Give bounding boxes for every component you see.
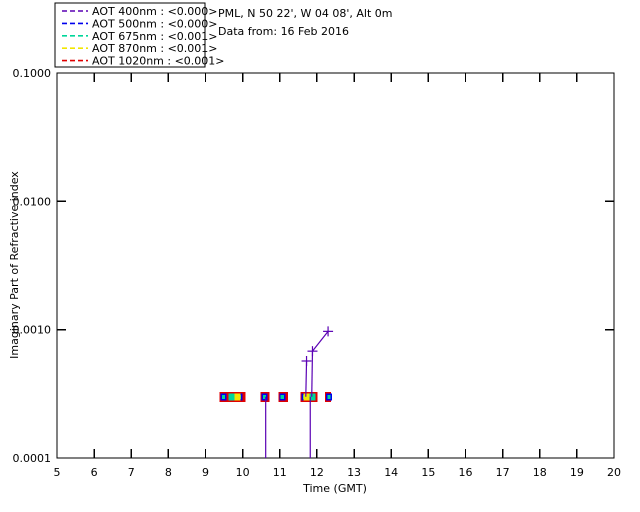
marker-band-layer xyxy=(219,391,333,402)
x-tick-label: 15 xyxy=(421,466,435,479)
x-axis-ticks: 5 6 7 8 9 10 11 12 13 14 15 16 17 18 19 20 xyxy=(54,73,621,479)
x-tick-label: 19 xyxy=(570,466,584,479)
legend-label: AOT 500nm : <0.000> xyxy=(92,17,218,30)
header-data-line: Data from: 16 Feb 2016 xyxy=(218,25,349,38)
x-tick-label: 9 xyxy=(202,466,209,479)
legend-item: AOT 870nm : <0.001> xyxy=(62,42,218,55)
legend-label: AOT 870nm : <0.001> xyxy=(92,42,218,55)
plus-marker xyxy=(323,326,334,337)
legend-item: AOT 1020nm : <0.001> xyxy=(62,55,225,68)
trace-segment xyxy=(305,360,308,397)
legend-label: AOT 1020nm : <0.001> xyxy=(92,55,225,68)
trace-layer xyxy=(265,330,329,458)
y-tick-label: 0.1000 xyxy=(13,67,52,80)
y-axis-title: Imaginary Part of Refractive index xyxy=(8,171,21,359)
x-tick-label: 14 xyxy=(384,466,398,479)
x-tick-label: 5 xyxy=(54,466,61,479)
marker-glyph-core xyxy=(222,394,226,399)
marker-glyph-870 xyxy=(234,393,241,401)
x-tick-label: 18 xyxy=(533,466,547,479)
x-tick-label: 10 xyxy=(236,466,250,479)
marker-glyph-core xyxy=(327,394,331,399)
plus-marker xyxy=(301,355,312,366)
y-tick-label: 0.0100 xyxy=(13,195,52,208)
plus-marker-layer xyxy=(301,326,334,366)
legend-items: AOT 400nm : <0.000>AOT 500nm : <0.000>AO… xyxy=(62,5,225,68)
header-site-line: PML, N 50 22', W 04 08', Alt 0m xyxy=(218,7,392,20)
marker-glyph-core xyxy=(262,394,267,399)
marker-glyph-core xyxy=(310,394,315,399)
marker-glyph-870 xyxy=(303,393,310,401)
trace-segment xyxy=(311,351,314,397)
plot-frame xyxy=(56,72,615,459)
legend-item: AOT 500nm : <0.000> xyxy=(62,17,218,30)
y-tick-label: 0.0010 xyxy=(13,324,52,337)
x-tick-label: 8 xyxy=(165,466,172,479)
legend-label: AOT 400nm : <0.000> xyxy=(92,5,218,18)
x-axis-title: Time (GMT) xyxy=(302,482,367,495)
legend-item: AOT 400nm : <0.000> xyxy=(62,5,218,18)
legend-item: AOT 675nm : <0.001> xyxy=(62,30,218,43)
x-tick-label: 13 xyxy=(347,466,361,479)
legend: AOT 400nm : <0.000>AOT 500nm : <0.000>AO… xyxy=(54,2,225,68)
x-tick-label: 6 xyxy=(91,466,98,479)
x-tick-label: 20 xyxy=(607,466,621,479)
trace-segment xyxy=(312,330,329,352)
y-tick-label: 0.0001 xyxy=(13,452,52,465)
x-tick-label: 12 xyxy=(310,466,324,479)
marker-glyph-core xyxy=(230,394,234,399)
x-tick-label: 16 xyxy=(458,466,472,479)
y-axis-ticks: 0.0001 0.0010 0.0100 0.1000 xyxy=(13,67,614,465)
x-tick-label: 7 xyxy=(128,466,135,479)
header: PML, N 50 22', W 04 08', Alt 0m Data fro… xyxy=(218,7,392,38)
plus-marker xyxy=(307,346,318,357)
x-tick-label: 11 xyxy=(273,466,287,479)
x-tick-label: 17 xyxy=(496,466,510,479)
marker-glyph-core xyxy=(280,394,284,399)
legend-label: AOT 675nm : <0.001> xyxy=(92,30,218,43)
